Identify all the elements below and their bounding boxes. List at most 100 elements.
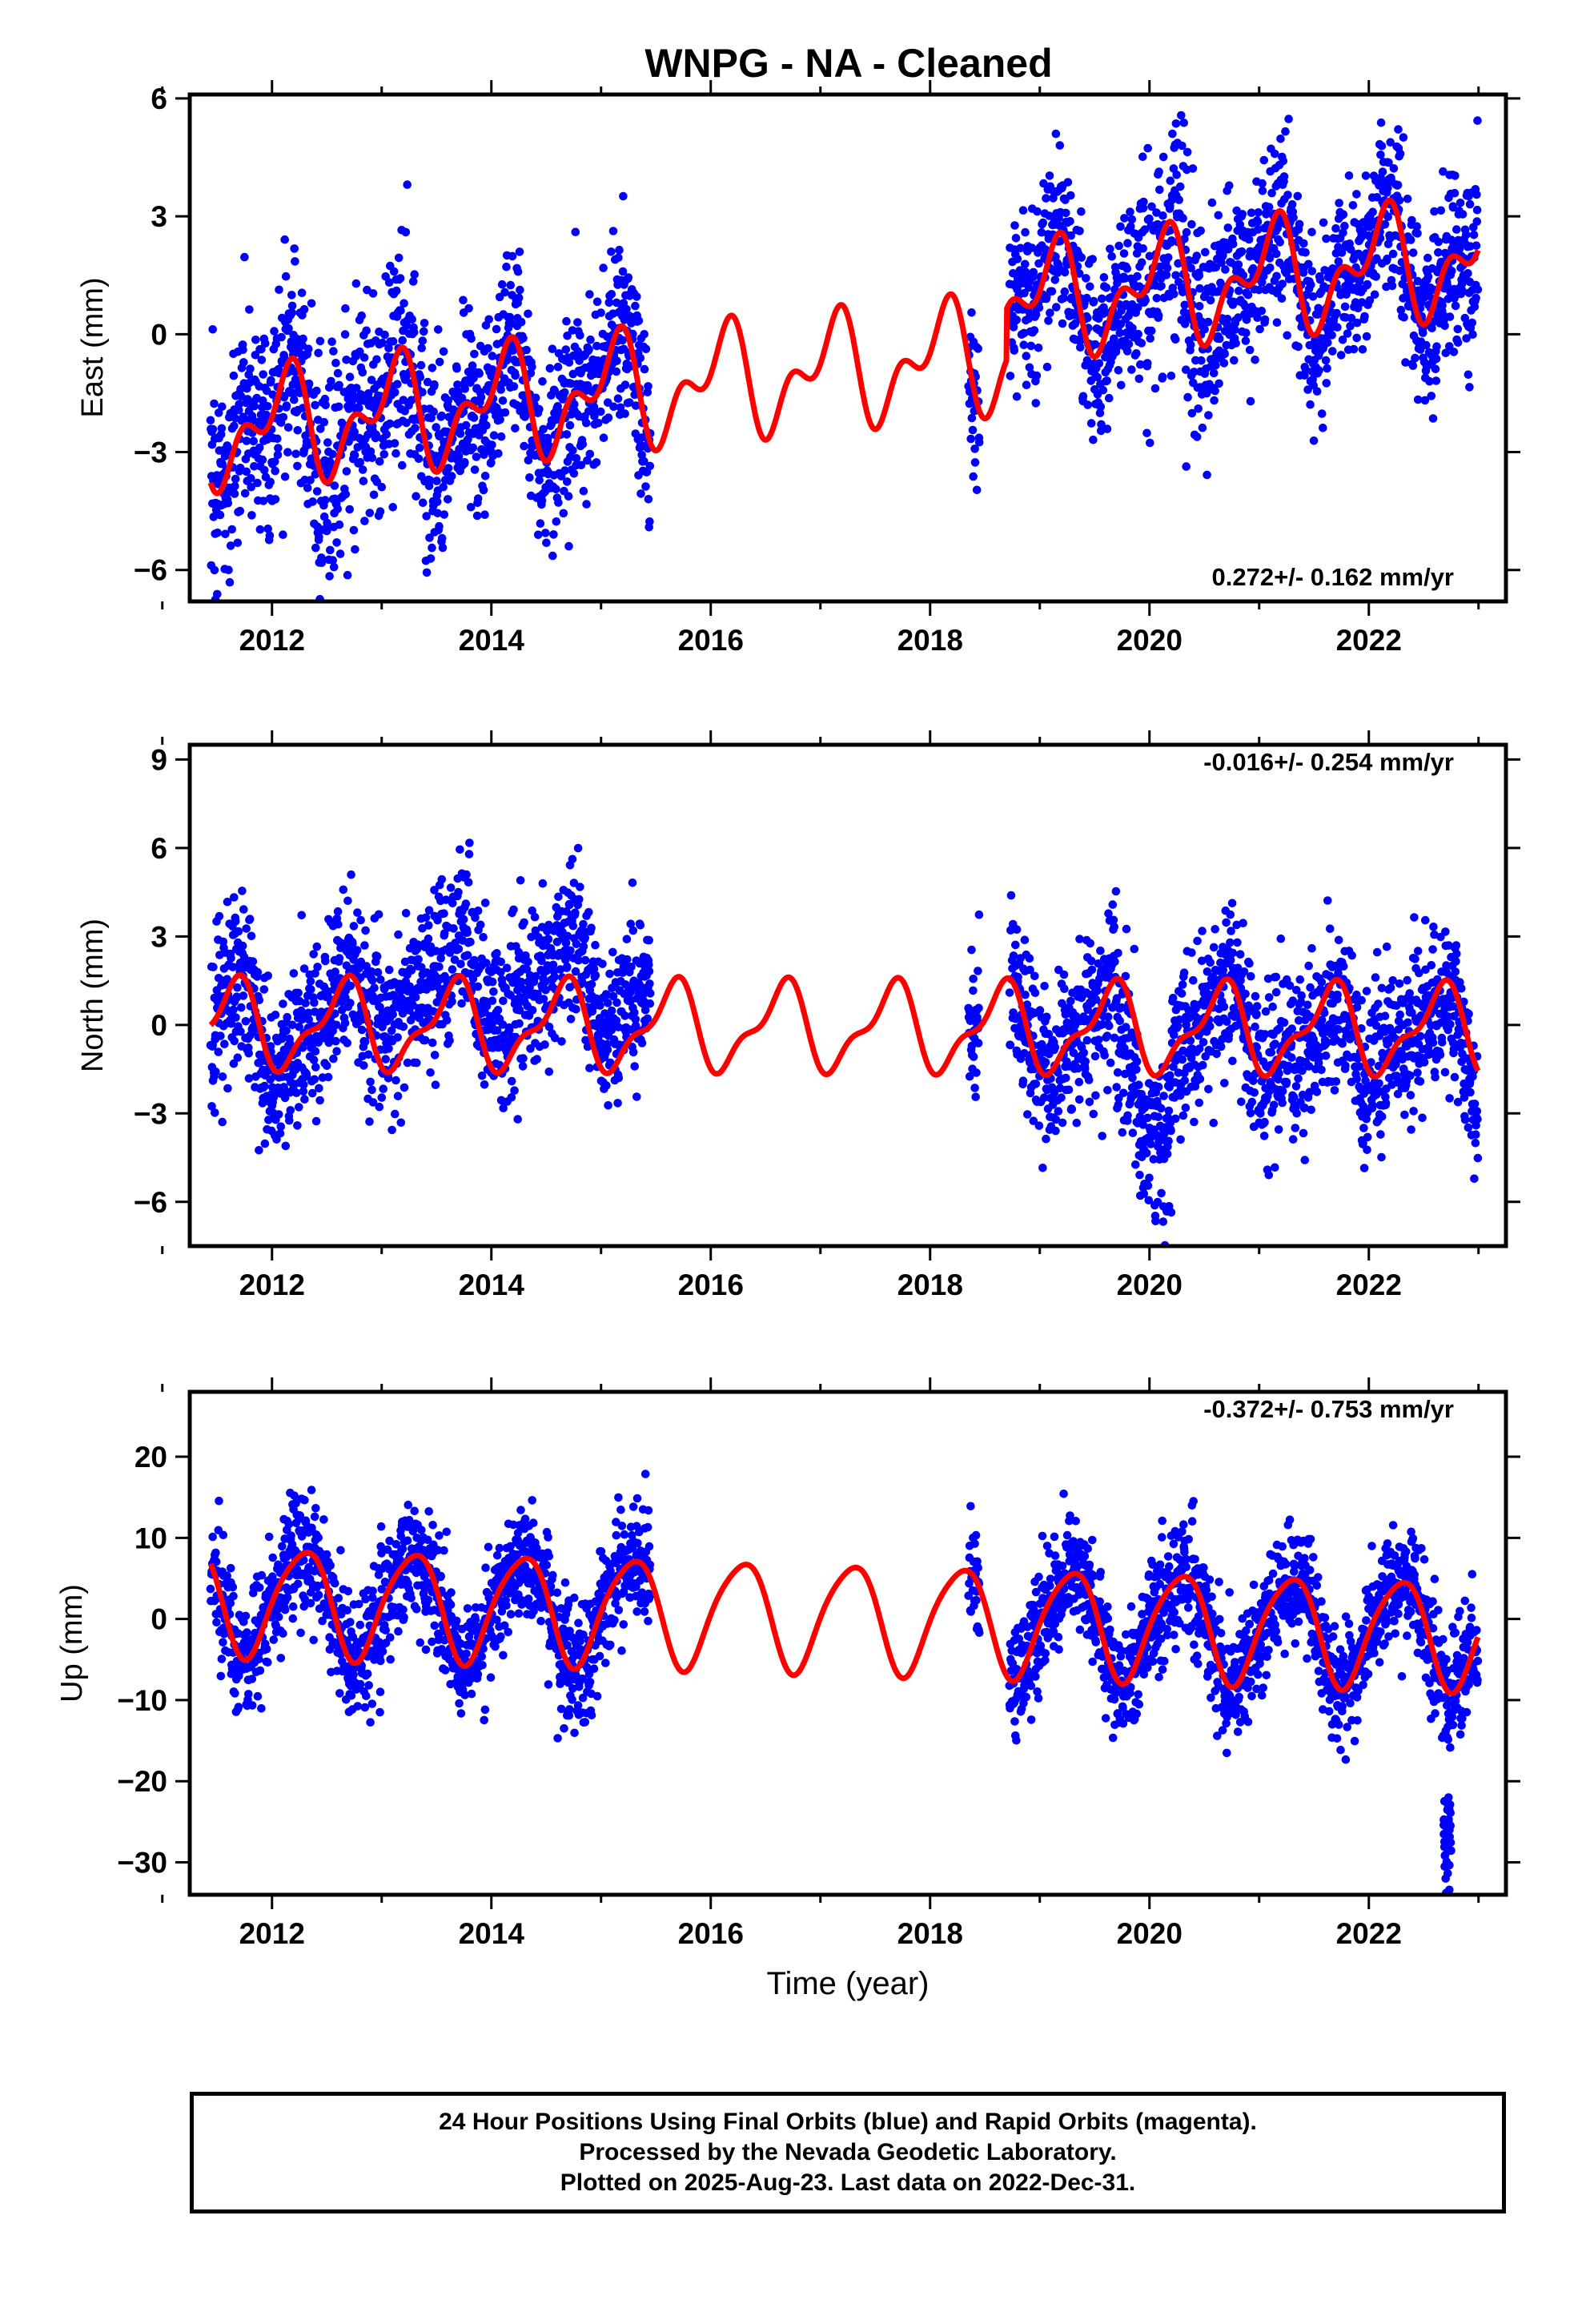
- position-point: [604, 999, 612, 1007]
- position-point: [1301, 365, 1311, 375]
- position-point: [328, 556, 338, 565]
- position-point: [253, 478, 262, 488]
- position-point: [384, 1044, 393, 1053]
- position-point: [253, 967, 263, 977]
- position-point: [582, 418, 591, 428]
- position-point: [379, 1084, 388, 1093]
- position-point: [1210, 396, 1219, 405]
- position-point: [463, 928, 472, 937]
- position-point: [342, 961, 351, 970]
- position-point: [1260, 315, 1270, 324]
- position-point: [1106, 244, 1114, 254]
- position-point: [1180, 1076, 1190, 1085]
- position-point: [416, 372, 425, 382]
- position-point: [614, 253, 623, 263]
- position-point: [275, 285, 283, 295]
- position-point: [1041, 1058, 1050, 1067]
- position-point: [1169, 164, 1178, 173]
- position-point: [1190, 368, 1199, 376]
- position-point: [440, 909, 448, 918]
- position-point: [1289, 213, 1298, 223]
- position-point: [359, 353, 369, 362]
- position-point: [1343, 329, 1352, 338]
- position-point: [340, 330, 350, 339]
- position-point: [230, 421, 239, 431]
- position-point: [1166, 1126, 1175, 1136]
- position-point: [1102, 1031, 1112, 1040]
- position-point: [315, 533, 323, 541]
- position-point: [424, 934, 433, 943]
- position-point: [1241, 302, 1250, 312]
- position-point: [323, 518, 331, 528]
- position-point: [432, 497, 442, 506]
- position-point: [469, 413, 479, 422]
- y-tick-label: 0: [151, 1009, 167, 1042]
- position-point: [219, 937, 228, 947]
- position-point: [393, 380, 402, 389]
- position-point: [1066, 217, 1074, 226]
- position-point: [1097, 420, 1106, 429]
- position-point: [373, 967, 383, 977]
- position-point: [1158, 211, 1167, 220]
- position-point: [422, 968, 432, 977]
- position-point: [1206, 296, 1215, 305]
- position-point: [299, 1080, 308, 1089]
- position-point: [1030, 971, 1039, 981]
- position-point: [562, 430, 572, 439]
- position-point: [1124, 340, 1134, 348]
- position-point: [1214, 211, 1223, 220]
- position-point: [545, 364, 555, 373]
- position-point: [1419, 328, 1427, 337]
- position-point: [255, 995, 264, 1005]
- position-point: [275, 1129, 285, 1138]
- position-point: [539, 995, 548, 1003]
- position-point: [1384, 158, 1393, 167]
- position-point: [1025, 363, 1034, 372]
- position-point: [1037, 227, 1046, 237]
- position-point: [1154, 1082, 1163, 1092]
- position-point: [1090, 1051, 1100, 1061]
- position-point: [515, 247, 524, 256]
- position-point: [1372, 254, 1381, 263]
- position-point: [605, 969, 614, 979]
- position-point: [566, 946, 575, 955]
- position-point: [466, 503, 476, 512]
- position-point: [340, 1019, 350, 1027]
- position-point: [1066, 231, 1075, 240]
- position-point: [1215, 334, 1224, 344]
- position-point: [1264, 203, 1274, 211]
- position-point: [379, 450, 389, 459]
- position-point: [411, 424, 420, 432]
- position-point: [223, 975, 232, 983]
- position-point: [1339, 210, 1348, 219]
- position-point: [1077, 253, 1086, 262]
- position-point: [307, 454, 316, 463]
- position-point: [329, 347, 338, 356]
- position-point: [312, 942, 322, 951]
- position-point: [441, 895, 451, 904]
- position-point: [1077, 207, 1086, 216]
- position-point: [1145, 1173, 1154, 1183]
- position-point: [480, 412, 488, 421]
- position-point: [571, 227, 580, 237]
- position-point: [599, 433, 608, 442]
- position-point: [242, 467, 251, 476]
- position-point: [274, 444, 283, 452]
- position-point: [524, 456, 533, 464]
- position-point: [367, 967, 376, 976]
- position-point: [624, 273, 633, 282]
- position-point: [1182, 227, 1191, 237]
- position-point: [526, 1044, 535, 1053]
- position-point: [544, 935, 553, 944]
- position-point: [290, 244, 299, 253]
- position-point: [482, 1002, 492, 1011]
- position-point: [1143, 359, 1152, 368]
- position-point: [1348, 200, 1358, 210]
- position-point: [1455, 244, 1464, 254]
- position-point: [457, 999, 466, 1008]
- position-point: [489, 431, 499, 440]
- position-point: [1182, 365, 1191, 375]
- position-point: [513, 267, 523, 276]
- position-point: [270, 327, 279, 336]
